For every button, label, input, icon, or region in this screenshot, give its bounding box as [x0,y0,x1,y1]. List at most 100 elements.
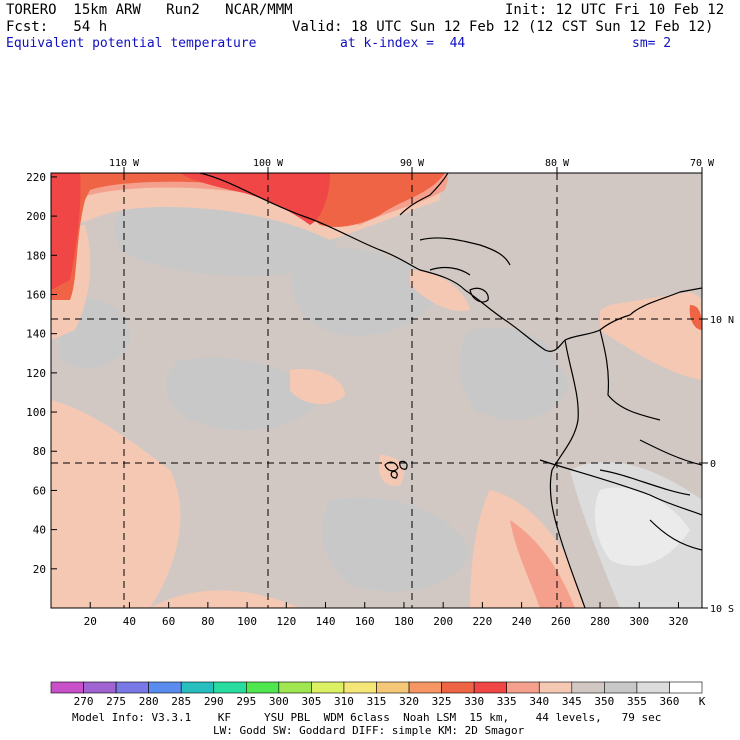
x-tick-label: 280 [590,615,610,628]
colorbar-label: 310 [334,695,354,708]
gray-patch [166,357,320,431]
gray-patch [321,497,470,592]
colorbar-swatch [441,681,475,694]
lon-label: 100 W [253,158,284,169]
smoothing-label: sm= 2 [632,36,672,51]
plot-frame [50,172,703,609]
colorbar-label: 345 [562,695,582,708]
colorbar-label: 280 [139,695,159,708]
colorbar-swatch [180,681,215,694]
colorbar-label: 335 [497,695,517,708]
model-title: TORERO 15km ARW Run2 NCAR/MMM [6,2,293,18]
x-tick-label: 120 [276,615,296,628]
colorbar-label: 300 [269,695,289,708]
field-name: Equivalent potential temperature [6,36,257,51]
x-tick-label: 80 [201,615,214,628]
axis-layer: 20 40 60 80 100 120 140 160 180 200 220 240 260 280 30… [26,158,734,628]
colorbar-swatch [571,681,605,694]
x-tick-label: 240 [512,615,532,628]
colorbar-swatch [213,681,247,694]
colorbar-swatch [115,681,149,694]
colorbar-label: 320 [399,695,419,708]
colorbar-unit: K [699,695,706,708]
salmon-area [410,270,470,311]
y-tick-label: 40 [33,524,46,537]
colorbar-swatch [506,681,540,694]
colorbar-label: 350 [594,695,614,708]
lat-label: 10 N [710,315,734,326]
x-tick-label: 100 [237,615,257,628]
salmon-area [600,286,702,380]
colorbar-swatch [473,681,507,694]
red-area [51,173,445,300]
x-tick-label: 320 [669,615,689,628]
colorbar-label: 275 [106,695,126,708]
colorbar-swatch [311,681,345,694]
colorbar-label: 355 [627,695,647,708]
colorbar-label: 305 [301,695,321,708]
colorbar-label: 360 [660,695,680,708]
lon-label: 110 W [109,158,140,169]
colorbar-swatch [376,681,410,694]
x-tick-label: 260 [551,615,571,628]
colorbar-swatch [278,681,312,694]
salmon-area [150,590,300,608]
init-time: Init: 12 UTC Fri 10 Feb 12 [505,2,725,18]
y-tick-label: 120 [26,367,46,380]
colorbar-label: 285 [171,695,191,708]
y-tick-label: 80 [33,445,46,458]
colorbar-swatch [83,681,117,694]
colorbar-swatch [538,681,573,694]
colorbar-swatch [148,681,182,694]
light-orange-area [510,520,575,608]
colorbar-swatch [669,681,703,694]
colorbar: 270 275 280 285 290 295 300 305 310 315 320 325 330 3… [50,681,706,708]
y-tick-label: 200 [26,210,46,223]
salmon-area [51,400,181,608]
x-tick-label: 220 [472,615,492,628]
y-tick-label: 180 [26,249,46,262]
colorbar-swatch [343,681,377,694]
y-tick-label: 20 [33,563,46,576]
lon-label: 90 W [400,158,425,169]
lat-label: 10 S [710,604,734,615]
x-tick-label: 40 [123,615,136,628]
red-area [689,305,702,330]
x-tick-label: 20 [84,615,97,628]
y-tick-label: 220 [26,171,46,184]
x-tick-label: 160 [355,615,375,628]
model-info: Model Info: V3.3.1 KF YSU PBL WDM 6class… [72,711,662,724]
x-tick-label: 300 [629,615,649,628]
forecast-hour: Fcst: 54 h [6,19,108,35]
y-tick-label: 100 [26,406,46,419]
colorbar-label: 315 [367,695,387,708]
physics-info: LW: Godd SW: Goddard DIFF: simple KM: 2D… [213,724,525,737]
x-tick-label: 200 [433,615,453,628]
colorbar-swatch [246,681,280,694]
colorbar-swatch [604,681,638,694]
x-tick-label: 60 [162,615,175,628]
colorbar-swatch [408,681,442,694]
y-tick-label: 160 [26,288,46,301]
lon-label: 70 W [690,158,715,169]
colorbar-swatch [50,681,84,694]
valid-time: Valid: 18 UTC Sun 12 Feb 12 (12 CST Sun … [292,19,714,35]
map-fill [51,173,702,608]
red-area [51,173,81,290]
colorbar-label: 340 [529,695,549,708]
colorbar-swatch [636,681,670,694]
level-label: at k-index = 44 [340,36,466,51]
andes-white [594,487,690,566]
coastlines [199,173,702,608]
gray-patch [459,327,570,420]
lat-label: 0 [710,459,716,470]
y-tick-label: 60 [33,484,46,497]
gray-patch [292,247,440,336]
x-tick-label: 180 [394,615,414,628]
y-tick-label: 140 [26,328,46,341]
colorbar-label: 290 [204,695,224,708]
colorbar-label: 325 [432,695,452,708]
graticule [51,173,702,608]
x-tick-label: 140 [316,615,336,628]
